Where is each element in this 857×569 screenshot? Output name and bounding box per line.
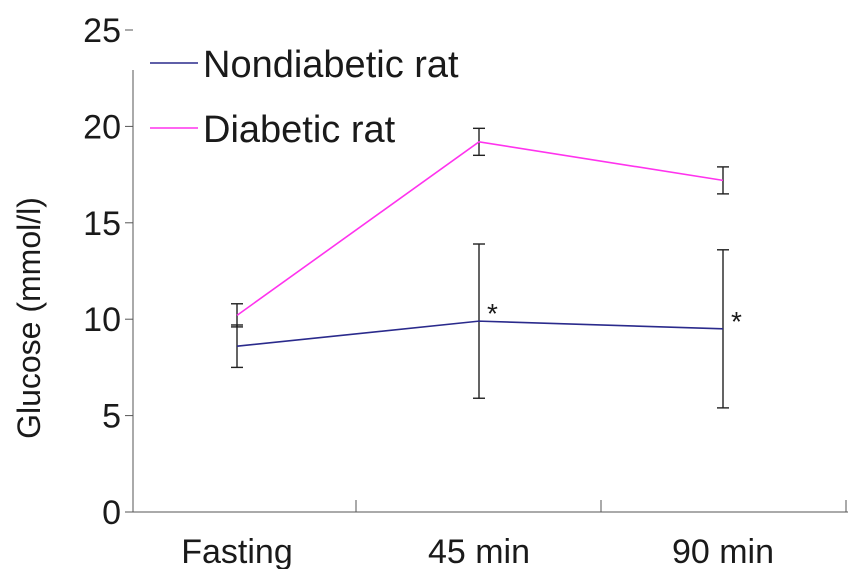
y-tick-label: 0 [102,494,121,532]
x-category-label: 45 min [428,533,530,569]
legend-label: Nondiabetic rat [203,44,459,86]
axes [132,70,848,513]
y-tick-label: 25 [83,12,121,50]
x-category-label: 90 min [672,533,774,569]
series-lines [236,140,724,347]
y-tick-label: 5 [102,398,121,436]
series-line [236,140,724,316]
legend-label: Diabetic rat [203,109,396,151]
y-axis-label: Glucose (mmol/l) [11,197,47,439]
significance-markers: * * [487,298,742,337]
x-categories: Fasting 45 min 90 min [181,533,774,569]
y-tick-label: 20 [83,108,121,146]
x-category-label: Fasting [181,533,293,569]
legend: Nondiabetic rat Diabetic rat [150,44,459,151]
series-line [236,320,724,347]
y-tick-label: 15 [83,205,121,243]
significance-star: * [487,298,498,329]
y-ticks: 0 5 10 15 20 25 [83,12,133,532]
y-tick-label: 10 [83,301,121,339]
significance-star: * [731,306,742,337]
